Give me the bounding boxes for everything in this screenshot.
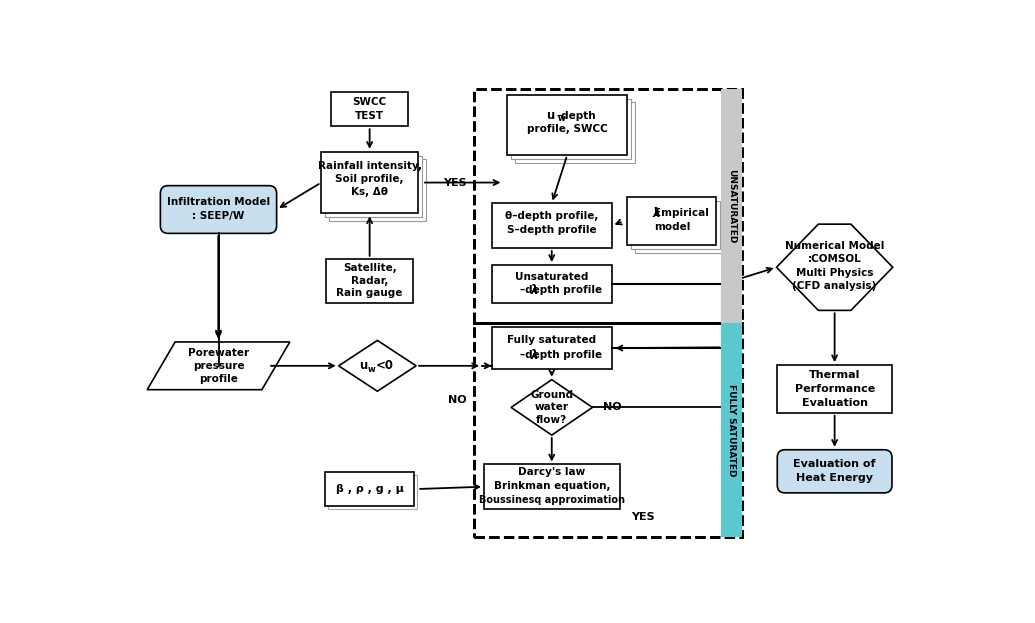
Bar — [474, 88, 742, 537]
Polygon shape — [776, 224, 893, 310]
Bar — [720, 88, 742, 323]
Text: :COMSOL: :COMSOL — [807, 254, 861, 264]
Text: TEST: TEST — [355, 110, 384, 121]
Bar — [492, 327, 612, 369]
Text: Infiltration Model: Infiltration Model — [167, 197, 270, 207]
Text: Numerical Model: Numerical Model — [785, 240, 884, 250]
Text: (CFD analysis): (CFD analysis) — [793, 281, 877, 291]
Text: Brinkman equation,: Brinkman equation, — [494, 481, 610, 491]
Text: <0: <0 — [376, 359, 394, 373]
Text: model: model — [654, 222, 690, 232]
Text: Darcy's law: Darcy's law — [519, 467, 586, 477]
Text: FULLY SATURATED: FULLY SATURATED — [727, 384, 736, 477]
Text: Fully saturated: Fully saturated — [507, 335, 596, 345]
Bar — [720, 323, 742, 537]
Bar — [331, 92, 409, 126]
Bar — [507, 95, 627, 155]
Text: Rain gauge: Rain gauge — [336, 288, 403, 298]
Bar — [321, 152, 418, 213]
Text: UNSATURATED: UNSATURATED — [727, 169, 736, 243]
Text: FULLY SATURATED: FULLY SATURATED — [727, 384, 736, 477]
Text: Thermal: Thermal — [809, 370, 860, 380]
Text: –depth: –depth — [557, 110, 596, 121]
Text: Ks, Δθ: Ks, Δθ — [351, 187, 388, 197]
Polygon shape — [147, 342, 290, 390]
Bar — [511, 98, 631, 159]
Text: w: w — [367, 365, 375, 374]
Text: Multi Physics: Multi Physics — [796, 268, 874, 278]
Text: Porewater: Porewater — [188, 348, 249, 358]
Text: –depth profile: –depth profile — [520, 350, 602, 360]
Text: λ: λ — [531, 348, 538, 361]
Text: λ: λ — [652, 207, 660, 220]
Text: u: u — [546, 109, 555, 122]
Text: NO: NO — [448, 396, 467, 406]
Text: Evaluation of: Evaluation of — [794, 459, 876, 469]
Text: w: w — [558, 114, 566, 123]
Text: Rainfall intensity,: Rainfall intensity, — [318, 161, 421, 171]
Text: Evaluation: Evaluation — [802, 397, 867, 408]
Bar — [325, 156, 422, 217]
Text: θ–depth profile,: θ–depth profile, — [505, 211, 598, 221]
Bar — [474, 88, 742, 537]
Text: Radar,: Radar, — [351, 276, 388, 286]
Bar — [627, 197, 716, 245]
Bar — [515, 102, 635, 163]
Text: water: water — [535, 402, 569, 412]
Text: profile: profile — [199, 374, 238, 384]
Bar — [484, 464, 620, 509]
Text: SWCC: SWCC — [353, 97, 387, 108]
Text: YES: YES — [443, 178, 467, 188]
Text: Soil profile,: Soil profile, — [335, 174, 404, 184]
Polygon shape — [511, 379, 592, 435]
Bar — [328, 475, 417, 509]
Text: flow?: flow? — [536, 415, 567, 425]
Text: u: u — [359, 359, 367, 373]
Bar — [325, 472, 414, 506]
Polygon shape — [338, 340, 416, 391]
Text: Ground: Ground — [530, 390, 573, 400]
Text: profile, SWCC: profile, SWCC — [527, 125, 608, 135]
Bar — [326, 259, 413, 303]
Bar — [720, 88, 742, 323]
Bar — [492, 265, 612, 303]
Text: β , ρ , g , μ: β , ρ , g , μ — [335, 484, 404, 494]
Bar — [492, 203, 612, 248]
Text: Satellite,: Satellite, — [343, 263, 396, 273]
Text: Heat Energy: Heat Energy — [796, 473, 874, 483]
Text: Unsaturated: Unsaturated — [515, 272, 589, 282]
Bar — [720, 323, 742, 537]
FancyBboxPatch shape — [160, 186, 276, 234]
Text: Performance: Performance — [795, 384, 875, 394]
Bar — [777, 365, 892, 413]
Text: Boussinesq approximation: Boussinesq approximation — [479, 495, 625, 505]
Text: S–depth profile: S–depth profile — [507, 226, 596, 235]
Text: UNSATURATED: UNSATURATED — [727, 169, 736, 243]
Text: : SEEP/W: : SEEP/W — [193, 211, 244, 221]
Text: pressure: pressure — [193, 361, 244, 371]
Text: λ: λ — [531, 284, 538, 297]
Bar — [631, 201, 720, 249]
Text: NO: NO — [602, 402, 621, 412]
Bar — [635, 205, 724, 253]
Text: YES: YES — [631, 511, 654, 521]
Text: –depth profile: –depth profile — [520, 285, 602, 295]
Text: Empirical: Empirical — [654, 208, 709, 218]
FancyBboxPatch shape — [777, 450, 892, 493]
Bar — [329, 159, 425, 221]
